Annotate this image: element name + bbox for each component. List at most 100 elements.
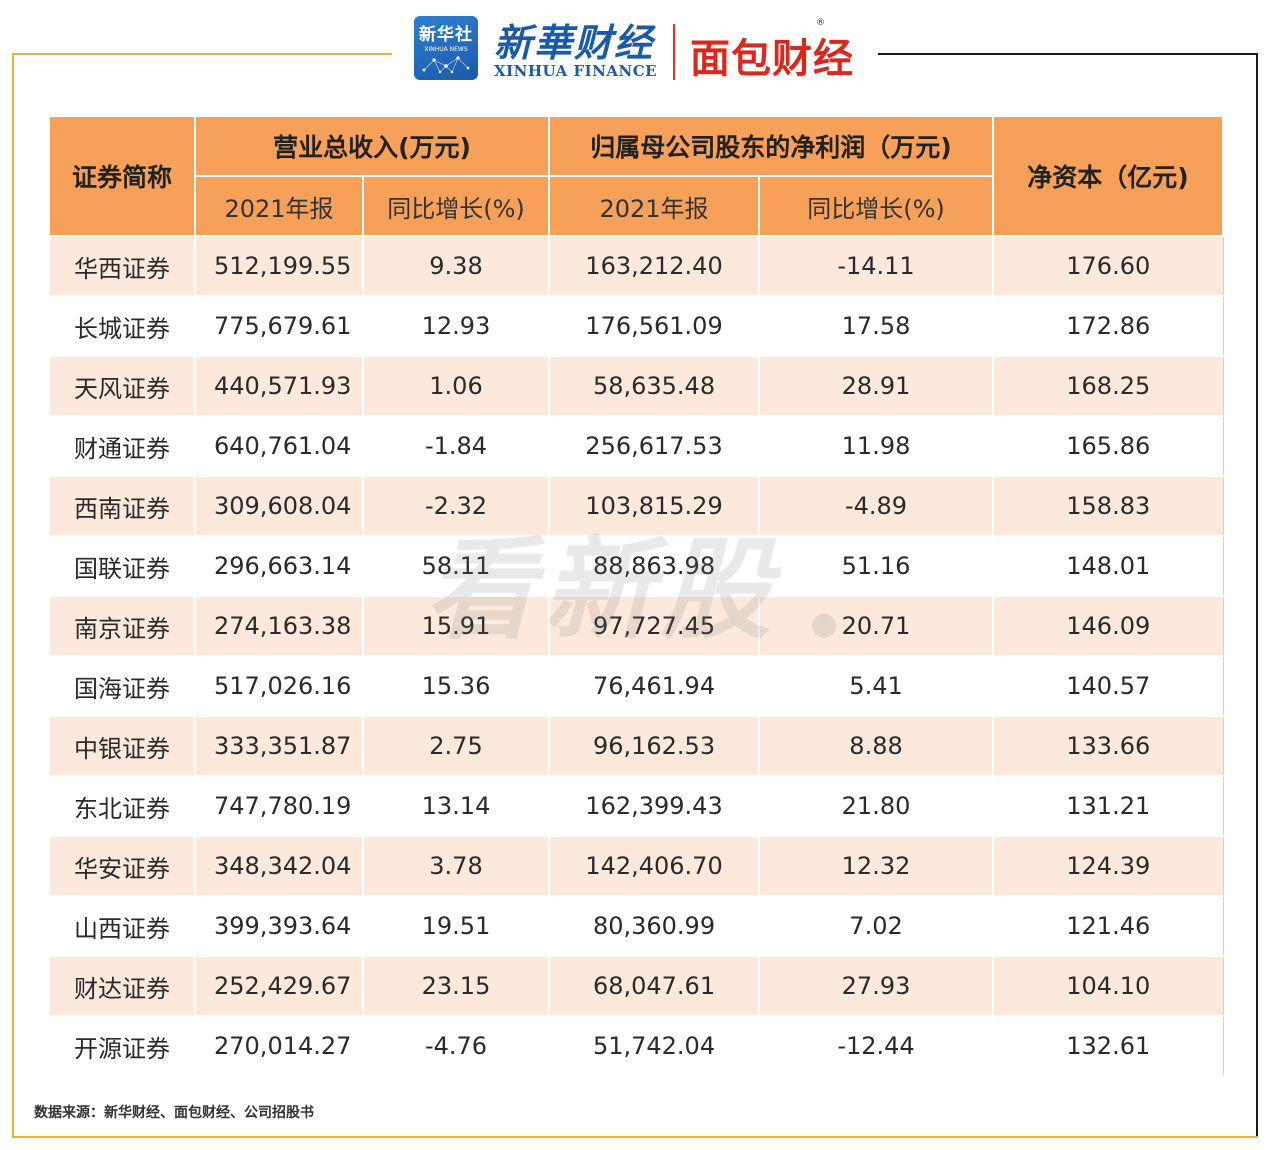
cell-revenue-growth: 1.06 xyxy=(361,355,550,417)
cell-profit-growth: -4.89 xyxy=(758,475,994,537)
col-header-revenue-growth: 同比增长(%) xyxy=(361,175,551,237)
cell-net-capital: 168.25 xyxy=(992,355,1224,417)
frame-bottom-border xyxy=(12,1136,1258,1138)
cell-revenue: 348,342.04 xyxy=(194,835,364,897)
cell-revenue: 252,429.67 xyxy=(194,955,364,1017)
cell-profit-growth: 5.41 xyxy=(758,655,994,717)
cell-profit-growth: 51.16 xyxy=(758,535,994,597)
cell-net-profit: 103,815.29 xyxy=(548,475,760,537)
cell-revenue: 775,679.61 xyxy=(194,295,364,357)
cell-profit-growth: 21.80 xyxy=(758,775,994,837)
cell-net-profit: 163,212.40 xyxy=(548,235,760,297)
cell-revenue-growth: -1.84 xyxy=(361,415,550,477)
cell-revenue: 399,393.64 xyxy=(194,895,364,957)
cell-revenue: 296,663.14 xyxy=(194,535,364,597)
table-row: 开源证券 270,014.27 -4.76 51,742.04 -12.44 132.61 xyxy=(48,1015,1224,1077)
frame-top-rule-left xyxy=(12,53,392,55)
table-row: 天风证券 440,571.93 1.06 58,635.48 28.91 168.25 xyxy=(48,355,1224,417)
cell-revenue-growth: 23.15 xyxy=(361,955,550,1017)
frame-left-border xyxy=(12,53,14,1138)
table-row: 西南证券 309,608.04 -2.32 103,815.29 -4.89 158.83 xyxy=(48,475,1224,537)
cell-name: 东北证券 xyxy=(48,775,196,837)
cell-net-capital: 133.66 xyxy=(992,715,1224,777)
table-subheader-row: 2021年报 同比增长(%) 2021年报 同比增长(%) xyxy=(49,175,1223,237)
table-row: 长城证券 775,679.61 12.93 176,561.09 17.58 172.86 xyxy=(48,295,1224,357)
cell-revenue-growth: 19.51 xyxy=(361,895,550,957)
cell-name: 国联证券 xyxy=(48,535,196,597)
cell-net-profit: 80,360.99 xyxy=(548,895,760,957)
cell-net-profit: 256,617.53 xyxy=(548,415,760,477)
cell-name: 财通证券 xyxy=(48,415,196,477)
cell-profit-growth: -14.11 xyxy=(758,235,994,297)
cell-net-capital: 132.61 xyxy=(992,1015,1224,1077)
cell-revenue-growth: 15.36 xyxy=(361,655,550,717)
cell-revenue: 333,351.87 xyxy=(194,715,364,777)
cell-net-capital: 121.46 xyxy=(992,895,1224,957)
cell-revenue-growth: 2.75 xyxy=(361,715,550,777)
cell-net-profit: 162,399.43 xyxy=(548,775,760,837)
cell-name: 南京证券 xyxy=(48,595,196,657)
cell-name: 天风证券 xyxy=(48,355,196,417)
cell-revenue: 517,026.16 xyxy=(194,655,364,717)
cell-revenue: 274,163.38 xyxy=(194,595,364,657)
cell-net-profit: 96,162.53 xyxy=(548,715,760,777)
cell-net-capital: 165.86 xyxy=(992,415,1224,477)
cell-profit-growth: 17.58 xyxy=(758,295,994,357)
cell-net-profit: 76,461.94 xyxy=(548,655,760,717)
xinhua-logo-text: 新华社 xyxy=(419,25,473,45)
cell-profit-growth: 12.32 xyxy=(758,835,994,897)
cell-revenue-growth: 13.14 xyxy=(361,775,550,837)
col-header-revenue-year: 2021年报 xyxy=(194,175,364,237)
cell-revenue: 640,761.04 xyxy=(194,415,364,477)
cell-profit-growth: 7.02 xyxy=(758,895,994,957)
cell-revenue-growth: 12.93 xyxy=(361,295,550,357)
table-header-row: 证券简称 营业总收入(万元) 归属母公司股东的净利润（万元) 净资本（亿元) xyxy=(48,115,1225,237)
cell-name: 长城证券 xyxy=(48,295,196,357)
table-row: 国联证券 296,663.14 58.11 88,863.98 51.16 148.01 xyxy=(48,535,1224,597)
cell-profit-growth: 27.93 xyxy=(758,955,994,1017)
table-row: 山西证券 399,393.64 19.51 80,360.99 7.02 121.46 xyxy=(48,895,1224,957)
securities-financials-table: 证券简称 营业总收入(万元) 归属母公司股东的净利润（万元) 净资本（亿元) 2… xyxy=(48,115,1225,1077)
xinhua-logo-subtext: XINHUA NEWS xyxy=(424,46,468,53)
cell-net-capital: 146.09 xyxy=(992,595,1224,657)
cell-net-capital: 176.60 xyxy=(992,235,1224,297)
cell-revenue: 512,199.55 xyxy=(194,235,364,297)
cell-revenue: 440,571.93 xyxy=(194,355,364,417)
cell-name: 开源证券 xyxy=(48,1015,196,1077)
cell-profit-growth: 11.98 xyxy=(758,415,994,477)
cell-profit-growth: 8.88 xyxy=(758,715,994,777)
cell-revenue-growth: -2.32 xyxy=(361,475,550,537)
col-header-name: 证券简称 xyxy=(48,115,196,237)
cell-net-profit: 68,047.61 xyxy=(548,955,760,1017)
cell-revenue: 747,780.19 xyxy=(194,775,364,837)
col-header-profit-year: 2021年报 xyxy=(548,175,761,237)
table-row: 东北证券 747,780.19 13.14 162,399.43 21.80 131.21 xyxy=(48,775,1224,837)
col-header-profit-growth: 同比增长(%) xyxy=(758,175,995,237)
cell-revenue-growth: 58.11 xyxy=(361,535,550,597)
cell-name: 山西证券 xyxy=(48,895,196,957)
cell-revenue-growth: -4.76 xyxy=(361,1015,550,1077)
table-row: 华西证券 512,199.55 9.38 163,212.40 -14.11 176.60 xyxy=(48,235,1224,297)
frame-right-border xyxy=(1256,53,1258,1138)
table-body: 华西证券 512,199.55 9.38 163,212.40 -14.11 176.60… xyxy=(48,235,1224,1077)
logo-separator xyxy=(673,24,675,80)
cell-profit-growth: 20.71 xyxy=(758,595,994,657)
col-group-revenue: 营业总收入(万元) xyxy=(193,115,551,177)
cell-net-capital: 124.39 xyxy=(992,835,1224,897)
cell-name: 国海证券 xyxy=(48,655,196,717)
source-note: 数据来源：新华财经、面包财经、公司招股书 xyxy=(34,1105,314,1121)
table-row: 财通证券 640,761.04 -1.84 256,617.53 11.98 165.86 xyxy=(48,415,1224,477)
cell-profit-growth: -12.44 xyxy=(758,1015,994,1077)
xinhua-finance-brand: 新華财经 xyxy=(494,20,655,65)
cell-net-capital: 158.83 xyxy=(992,475,1224,537)
cell-name: 华西证券 xyxy=(48,235,196,297)
registered-mark: ® xyxy=(816,18,825,28)
cell-net-capital: 140.57 xyxy=(992,655,1224,717)
frame-top-rule-right xyxy=(878,53,1258,55)
col-header-net-capital: 净资本（亿元) xyxy=(992,115,1225,237)
cell-net-profit: 97,727.45 xyxy=(548,595,760,657)
cell-revenue: 270,014.27 xyxy=(194,1015,364,1077)
cell-net-capital: 104.10 xyxy=(992,955,1224,1017)
cell-profit-growth: 28.91 xyxy=(758,355,994,417)
cell-net-profit: 51,742.04 xyxy=(548,1015,760,1077)
